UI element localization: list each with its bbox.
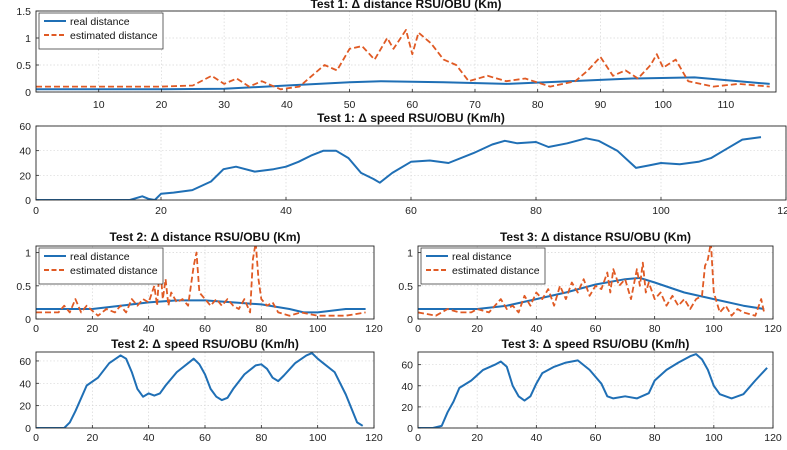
x-tick-label: 50 xyxy=(344,99,356,111)
x-tick-label: 80 xyxy=(255,432,267,444)
chart-panel-1: 10 20 30 40 50 60 70 80 90 100 110 0 0.5 1 1.5 Test 1: … xyxy=(16,0,777,111)
x-tick-label: 60 xyxy=(406,99,418,111)
x-tick-label: 120 xyxy=(764,323,782,335)
chart-panel-3: 0 20 40 60 80 100 120 0 0.5 1 Test 2: Δ distance R… xyxy=(16,230,383,335)
chart-title: Test 3: Δ distance RSU/OBU (Km) xyxy=(500,230,691,244)
series-line-real-distance xyxy=(418,276,765,310)
x-tick-label: 120 xyxy=(365,432,383,444)
x-tick-label: 100 xyxy=(309,323,327,335)
x-tick-label: 20 xyxy=(471,432,483,444)
x-tick-label: 60 xyxy=(199,323,211,335)
x-tick-label: 60 xyxy=(405,205,417,217)
x-tick-label: 40 xyxy=(281,99,293,111)
y-tick-label: 1 xyxy=(25,248,31,260)
legend-label: real distance xyxy=(70,251,130,263)
x-tick-label: 60 xyxy=(590,323,602,335)
x-tick-label: 60 xyxy=(199,432,211,444)
chart-title: Test 2: Δ speed RSU/OBU (Km/h) xyxy=(111,337,299,351)
x-tick-label: 0 xyxy=(415,432,421,444)
chart-panel-4: 0 20 40 60 80 100 120 0 0.5 1 Test 3: Δ distance R… xyxy=(398,230,782,335)
y-tick-label: 60 xyxy=(19,121,31,133)
legend-box xyxy=(420,247,546,285)
x-tick-label: 100 xyxy=(309,432,327,444)
y-tick-label: 20 xyxy=(19,170,31,182)
x-tick-label: 120 xyxy=(365,323,383,335)
chart-panel-2: 0 20 40 60 80 100 120 0 20 40 60 Test 1: Δ speed RS… xyxy=(19,111,787,217)
x-tick-label: 0 xyxy=(415,323,421,335)
chart-panel-5: 0 20 40 60 80 100 120 0 20 40 60 Test 2: Δ speed RS… xyxy=(19,337,383,444)
y-tick-label: 0 xyxy=(25,314,31,326)
chart-title: Test 1: Δ speed RSU/OBU (Km/h) xyxy=(317,111,505,125)
x-tick-label: 80 xyxy=(530,205,542,217)
x-tick-label: 80 xyxy=(255,323,267,335)
legend-box xyxy=(38,12,164,50)
y-tick-label: 20 xyxy=(401,402,413,414)
x-tick-label: 70 xyxy=(469,99,481,111)
y-tick-label: 0 xyxy=(407,314,413,326)
x-tick-label: 20 xyxy=(156,99,168,111)
y-tick-label: 0 xyxy=(25,195,31,207)
series-line-speed xyxy=(36,352,364,428)
legend-label: estimated distance xyxy=(70,265,158,277)
axes-frame xyxy=(35,10,777,93)
x-tick-label: 10 xyxy=(93,99,105,111)
y-tick-label: 1.5 xyxy=(16,6,31,18)
chart-title: Test 1: Δ distance RSU/OBU (Km) xyxy=(310,0,501,11)
y-tick-label: 0 xyxy=(25,423,31,435)
x-tick-label: 80 xyxy=(649,323,661,335)
series-line-speed xyxy=(36,136,762,200)
y-tick-label: 0 xyxy=(407,423,413,435)
x-tick-label: 100 xyxy=(705,323,723,335)
y-tick-label: 0 xyxy=(25,87,31,99)
y-tick-label: 40 xyxy=(19,146,31,158)
legend-label: real distance xyxy=(452,251,512,263)
y-tick-label: 0.5 xyxy=(398,281,413,293)
series-line-estimated-distance xyxy=(36,29,770,91)
chart-title: Test 3: Δ speed RSU/OBU (Km/h) xyxy=(502,337,690,351)
x-tick-label: 100 xyxy=(705,432,723,444)
y-tick-label: 0.5 xyxy=(16,60,31,72)
x-tick-label: 100 xyxy=(654,99,672,111)
x-tick-label: 0 xyxy=(33,205,39,217)
x-tick-label: 100 xyxy=(652,205,670,217)
legend-label: estimated distance xyxy=(70,30,158,42)
series-line-estimated-distance xyxy=(418,246,765,317)
y-tick-label: 0.5 xyxy=(16,281,31,293)
x-tick-label: 20 xyxy=(155,205,167,217)
x-tick-label: 60 xyxy=(590,432,602,444)
y-tick-label: 20 xyxy=(19,401,31,413)
y-tick-label: 1 xyxy=(407,248,413,260)
x-tick-label: 80 xyxy=(532,99,544,111)
legend-label: estimated distance xyxy=(452,265,540,277)
x-tick-label: 20 xyxy=(86,432,98,444)
series-line-speed xyxy=(418,353,768,428)
x-tick-label: 0 xyxy=(33,323,39,335)
x-tick-label: 120 xyxy=(777,205,787,217)
x-tick-label: 0 xyxy=(33,432,39,444)
legend-box xyxy=(38,247,164,285)
y-tick-label: 1 xyxy=(25,33,31,45)
x-tick-label: 40 xyxy=(280,205,292,217)
x-tick-label: 40 xyxy=(143,432,155,444)
x-tick-label: 90 xyxy=(595,99,607,111)
legend-label: real distance xyxy=(70,16,130,28)
y-tick-label: 40 xyxy=(19,378,31,390)
y-tick-label: 40 xyxy=(401,381,413,393)
chart-panel-6: 0 20 40 60 80 100 120 0 20 40 60 Test 3: Δ speed RS… xyxy=(401,337,782,444)
x-tick-label: 20 xyxy=(86,323,98,335)
x-tick-label: 30 xyxy=(218,99,230,111)
chart-title: Test 2: Δ distance RSU/OBU (Km) xyxy=(109,230,300,244)
x-tick-label: 40 xyxy=(530,323,542,335)
x-tick-label: 120 xyxy=(764,432,782,444)
x-tick-label: 20 xyxy=(471,323,483,335)
x-tick-label: 40 xyxy=(530,432,542,444)
x-tick-label: 80 xyxy=(649,432,661,444)
x-tick-label: 110 xyxy=(717,99,734,111)
x-tick-label: 40 xyxy=(143,323,155,335)
y-tick-label: 60 xyxy=(401,360,413,372)
y-tick-label: 60 xyxy=(19,356,31,368)
